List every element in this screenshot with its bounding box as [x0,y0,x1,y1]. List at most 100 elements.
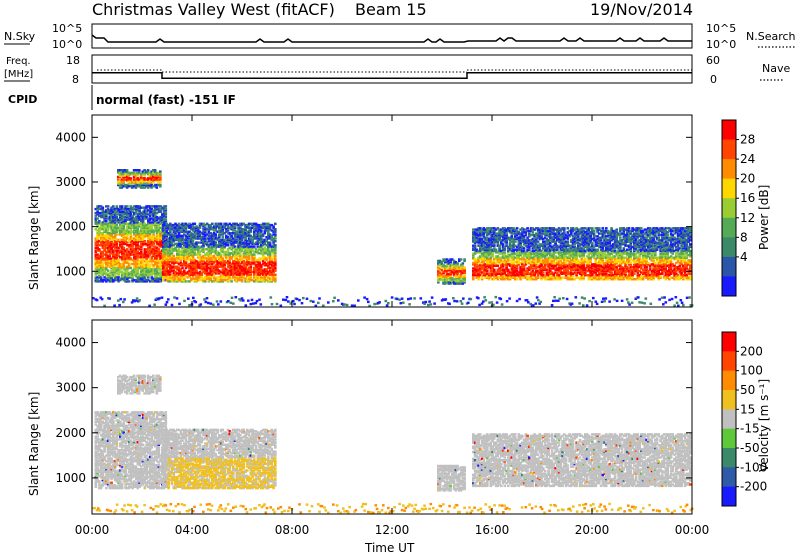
heatmap-cell [237,242,240,246]
heatmap-cell [162,272,165,275]
heatmap-cell [253,233,256,236]
heatmap-cell [112,274,115,278]
heatmap-cell [253,273,256,276]
heatmap-cell [261,222,265,225]
heatmap-cell [159,257,162,260]
heatmap-cell [186,257,190,260]
heatmap-cell [209,246,212,250]
heatmap-cell [124,268,127,271]
heatmap-cell [147,244,150,247]
heatmap-cell [119,264,122,267]
heatmap-cell [110,215,113,219]
heatmap-cell [115,246,119,250]
heatmap-cell [133,262,136,266]
heatmap-cell [272,233,275,236]
heatmap-cell [249,248,253,251]
heatmap-cell [209,266,212,270]
heatmap-cell [127,265,131,268]
heatmap-cell [246,269,249,272]
heatmap-cell [94,261,98,264]
heatmap-cell [190,246,193,250]
heatmap-cell [126,237,129,240]
heatmap-cell [214,241,218,244]
heatmap-cell [205,260,209,263]
heatmap-cell [260,238,263,242]
heatmap-cell [263,228,267,231]
heatmap-cell [235,248,239,251]
heatmap-cell [164,237,168,240]
heatmap-cell [274,254,277,258]
heatmap-cell [190,245,193,248]
heatmap-cell [226,248,230,251]
heatmap-cell [113,268,117,271]
heatmap-cell [133,211,136,215]
heatmap-cell [110,209,113,212]
freq-left-tick-bottom: 8 [72,73,79,86]
heatmap-cell [191,257,195,260]
heatmap-cell [221,264,225,267]
heatmap-cell [260,245,263,248]
heatmap-cell [120,245,124,248]
heatmap-cell [437,267,440,271]
heatmap-cell [157,253,161,256]
heatmap-cell [117,268,120,271]
heatmap-cell [447,262,451,265]
heatmap-cell [126,218,129,221]
heatmap-cell [242,233,246,236]
heatmap-cell [230,244,233,247]
heatmap-cell [147,276,150,279]
heatmap-cell [124,234,127,238]
heatmap-cell [226,250,230,254]
heatmap-cell [223,266,226,270]
heatmap-cell [272,226,275,229]
heatmap-cell [239,268,242,271]
heatmap-cell [188,233,191,236]
heatmap-cell [225,222,228,225]
heatmap-cell [145,248,148,251]
heatmap-cell [140,246,143,250]
heatmap-cell [99,241,103,244]
heatmap-cell [193,273,197,276]
heatmap-cell [133,233,136,236]
heatmap-cell [145,230,148,233]
heatmap-cell [115,205,119,208]
heatmap-cell [112,237,115,240]
heatmap-cell [154,252,157,255]
heatmap-cell [240,276,244,279]
heatmap-cell [131,262,134,266]
heatmap-cell [131,210,134,213]
heatmap-cell [159,250,162,254]
heatmap-cell [150,237,154,240]
heatmap-cell [120,250,124,254]
heatmap-cell [110,257,113,260]
heatmap-cell [124,257,127,260]
heatmap-cell [452,273,456,276]
heatmap-cell [232,240,235,243]
heatmap-cell [131,280,134,283]
heatmap-cell [136,268,140,271]
heatmap-cell [133,237,136,240]
heatmap-cell [134,257,138,260]
heatmap-cell [140,250,143,254]
heatmap-cell [258,262,261,266]
heatmap-cell [268,256,272,259]
heatmap-cell [176,230,179,233]
heatmap-cell [205,241,209,244]
heatmap-cell [246,262,249,266]
heatmap-cell [170,256,174,259]
heatmap-cell [94,221,98,224]
heatmap-cell [170,249,174,252]
heatmap-cell [239,273,242,276]
heatmap-cell [226,236,230,239]
heatmap-cell [270,250,274,254]
heatmap-cell [124,207,127,211]
heatmap-cell [172,226,176,229]
heatmap-cell [126,277,129,280]
heatmap-cell [197,254,200,258]
heatmap-cell [96,234,99,238]
heatmap-cell [152,242,155,246]
heatmap-cell [127,214,131,217]
heatmap-cell [127,254,131,258]
heatmap-cell [117,262,120,266]
heatmap-cell [169,229,172,232]
